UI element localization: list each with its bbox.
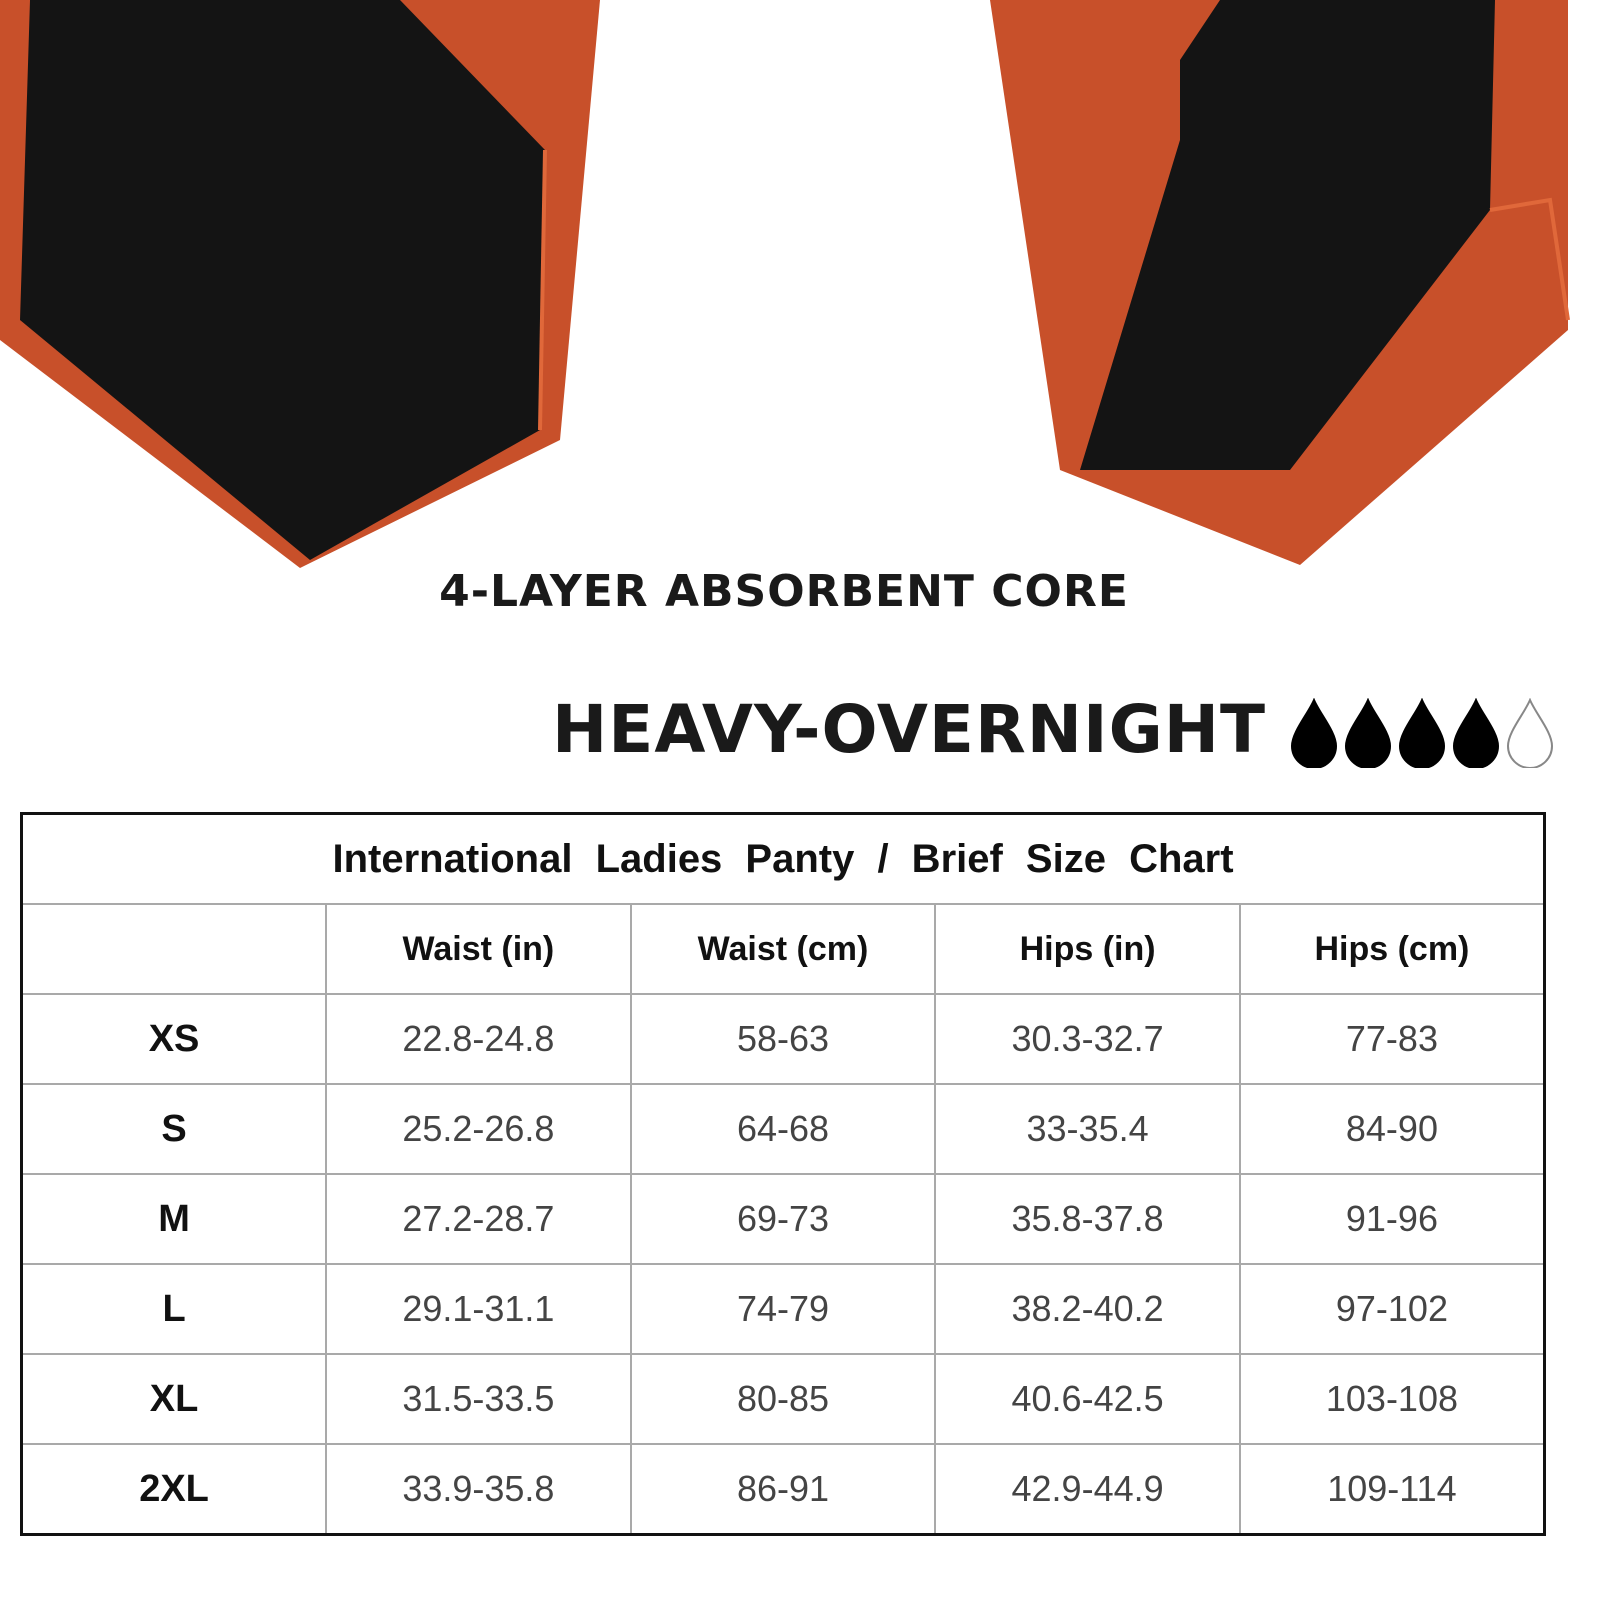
absorbency-level: HEAVY-OVERNIGHT xyxy=(552,690,1554,768)
table-cell: 91-96 xyxy=(1238,1173,1546,1265)
table-cell: 109-114 xyxy=(1238,1443,1546,1536)
table-cell: 103-108 xyxy=(1238,1353,1546,1445)
table-cell: 29.1-31.1 xyxy=(325,1263,632,1355)
table-cell: 40.6-42.5 xyxy=(934,1353,1241,1445)
water-drop-filled-icon xyxy=(1399,698,1446,768)
column-header: Hips (cm) xyxy=(1238,903,1546,995)
size-label: XL xyxy=(20,1353,328,1445)
table-cell: 84-90 xyxy=(1238,1083,1546,1175)
table-row: M 27.2-28.7 69-73 35.8-37.8 91-96 xyxy=(20,1173,1546,1265)
table-cell: 86-91 xyxy=(629,1443,937,1536)
size-chart-title: International Ladies Panty / Brief Size … xyxy=(20,812,1546,905)
absorbency-rating xyxy=(1290,698,1554,768)
product-photo-front xyxy=(0,0,600,568)
column-header: Hips (in) xyxy=(934,903,1241,995)
table-cell: 80-85 xyxy=(629,1353,937,1445)
size-label: M xyxy=(20,1173,328,1265)
size-label: XS xyxy=(20,993,328,1085)
table-cell: 42.9-44.9 xyxy=(934,1443,1241,1536)
table-cell: 31.5-33.5 xyxy=(325,1353,632,1445)
table-row: XL 31.5-33.5 80-85 40.6-42.5 103-108 xyxy=(20,1353,1546,1445)
header-row: Waist (in) Waist (cm) Hips (in) Hips (cm… xyxy=(20,903,1546,995)
table-row: XS 22.8-24.8 58-63 30.3-32.7 77-83 xyxy=(20,993,1546,1085)
table-cell: 58-63 xyxy=(629,993,937,1085)
table-cell: 25.2-26.8 xyxy=(325,1083,632,1175)
table-cell: 35.8-37.8 xyxy=(934,1173,1241,1265)
size-label: 2XL xyxy=(20,1443,328,1536)
table-row: S 25.2-26.8 64-68 33-35.4 84-90 xyxy=(20,1083,1546,1175)
table-cell: 97-102 xyxy=(1238,1263,1546,1355)
column-header: Waist (cm) xyxy=(629,903,937,995)
table-cell: 64-68 xyxy=(629,1083,937,1175)
water-drop-filled-icon xyxy=(1345,698,1392,768)
feature-caption: 4-LAYER ABSORBENT CORE xyxy=(439,566,1129,617)
size-label: L xyxy=(20,1263,328,1355)
table-cell: 69-73 xyxy=(629,1173,937,1265)
water-drop-filled-icon xyxy=(1291,698,1338,768)
size-chart-table: International Ladies Panty / Brief Size … xyxy=(20,812,1546,1536)
table-cell: 38.2-40.2 xyxy=(934,1263,1241,1355)
table-cell: 33.9-35.8 xyxy=(325,1443,632,1536)
column-header xyxy=(20,903,328,995)
table-row: L 29.1-31.1 74-79 38.2-40.2 97-102 xyxy=(20,1263,1546,1355)
table-cell: 27.2-28.7 xyxy=(325,1173,632,1265)
column-header: Waist (in) xyxy=(325,903,632,995)
product-photo-back xyxy=(990,0,1570,565)
water-drop-filled-icon xyxy=(1453,698,1500,768)
table-cell: 30.3-32.7 xyxy=(934,993,1241,1085)
table-cell: 22.8-24.8 xyxy=(325,993,632,1085)
table-cell: 33-35.4 xyxy=(934,1083,1241,1175)
table-row: 2XL 33.9-35.8 86-91 42.9-44.9 109-114 xyxy=(20,1443,1546,1536)
water-drop-empty-icon xyxy=(1507,698,1554,768)
table-cell: 74-79 xyxy=(629,1263,937,1355)
size-label: S xyxy=(20,1083,328,1175)
table-cell: 77-83 xyxy=(1238,993,1546,1085)
absorbency-label: HEAVY-OVERNIGHT xyxy=(552,690,1267,768)
